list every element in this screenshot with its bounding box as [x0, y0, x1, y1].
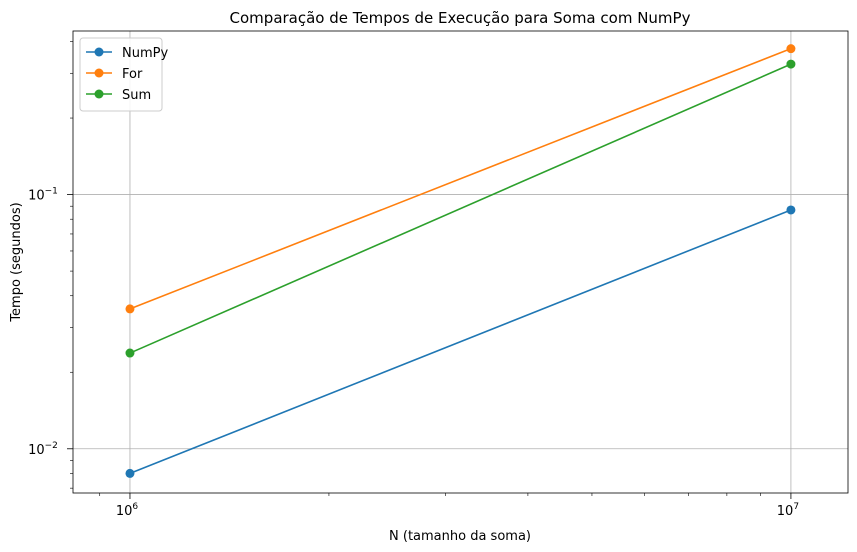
series-line-for [129, 47, 792, 310]
legend: NumPy For Sum [79, 37, 168, 112]
chart-title: Comparação de Tempos de Execução para So… [230, 9, 691, 27]
data-point-numpy [786, 205, 796, 215]
y-tick-label: 10−2 [28, 441, 58, 458]
x-tick-label: 106 [116, 502, 139, 519]
y-axis-label: Tempo (segundos) [9, 202, 24, 322]
legend-marker-numpy [94, 47, 104, 57]
data-point-for [125, 304, 135, 314]
series-line-numpy [129, 209, 792, 475]
legend-label-sum: Sum [122, 88, 151, 103]
legend-marker-for [94, 68, 104, 78]
data-point-sum [125, 348, 135, 358]
axis-ticks: 106 107 10−2 10−1 [28, 41, 799, 519]
data-point-for [786, 44, 796, 54]
plot-frame [72, 30, 849, 494]
series-group [125, 44, 796, 478]
data-point-numpy [125, 468, 135, 478]
data-point-sum [786, 59, 796, 69]
x-axis-label: N (tamanho da soma) [389, 529, 531, 544]
legend-marker-sum [94, 89, 104, 99]
x-tick-label: 107 [777, 502, 799, 519]
series-line-sum [129, 63, 792, 354]
legend-label-numpy: NumPy [122, 46, 168, 61]
legend-label-for: For [122, 67, 143, 82]
y-tick-label: 10−1 [28, 187, 58, 204]
grid [73, 31, 848, 493]
